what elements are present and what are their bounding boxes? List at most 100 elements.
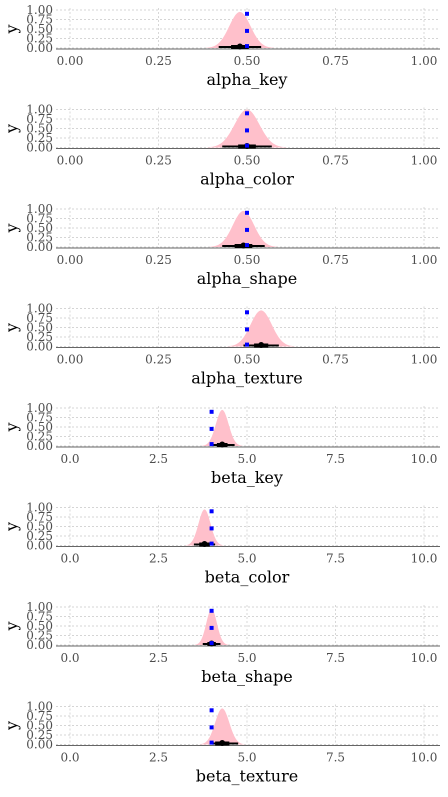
y-tick-label: 0.50 xyxy=(26,619,53,633)
x-tick-label: 10.0 xyxy=(411,452,438,466)
y-axis-title: y xyxy=(2,323,21,333)
x-tick-label: 7.5 xyxy=(326,651,345,665)
y-tick-label: 0.00 xyxy=(26,539,53,553)
x-tick-label: 0.75 xyxy=(322,54,349,68)
panel-alpha-texture: 0.000.250.500.751.000.00 0.25 0.50 0.75 1.00… xyxy=(2,302,440,388)
y-tick-label: 0.25 xyxy=(26,430,53,444)
y-tick-label: 1.00 xyxy=(26,302,53,316)
x-tick-label: 0.0 xyxy=(60,452,79,466)
x-tick-label: 0.00 xyxy=(57,154,84,168)
marker-point xyxy=(209,625,214,630)
marker-point xyxy=(245,327,249,332)
marker-point xyxy=(245,227,249,232)
y-tick-label: 0.25 xyxy=(26,330,53,344)
y-tick-label: 0.50 xyxy=(26,221,53,235)
y-tick-label: 0.50 xyxy=(26,321,53,335)
y-tick-label: 0.25 xyxy=(26,629,53,643)
y-tick-label: 1.00 xyxy=(26,202,53,216)
y-tick-label: 0.75 xyxy=(26,709,53,723)
y-tick-label: 0.00 xyxy=(26,439,53,453)
x-tick-label: 0.75 xyxy=(322,253,349,267)
x-tick-label: 0.00 xyxy=(57,54,84,68)
y-tick-label: 0.00 xyxy=(26,738,53,752)
marker-point xyxy=(209,541,214,546)
x-tick-label: 0.0 xyxy=(60,552,79,566)
marker-point xyxy=(245,342,249,347)
marker-point xyxy=(245,143,249,148)
y-tick-label: 0.75 xyxy=(26,610,53,624)
x-tick-label: 0.25 xyxy=(145,54,172,68)
panel-alpha-key: 0.000.250.500.751.000.00 0.25 0.50 0.75 1.00… xyxy=(2,3,440,89)
interval-point xyxy=(236,43,243,50)
x-axis-title: beta_key xyxy=(211,468,283,487)
y-tick-label: 0.75 xyxy=(26,311,53,325)
interval-point xyxy=(219,740,226,746)
x-tick-label: 2.5 xyxy=(149,751,168,765)
x-axis-title: beta_texture xyxy=(196,767,298,786)
y-tick-label: 1.00 xyxy=(26,501,53,515)
x-axis-title: beta_shape xyxy=(201,667,292,686)
marker-point xyxy=(209,409,214,414)
y-tick-label: 0.50 xyxy=(26,420,53,434)
x-tick-label: 0.25 xyxy=(145,154,172,168)
x-tick-label: 0.0 xyxy=(60,651,79,665)
marker-point xyxy=(209,641,214,646)
x-tick-label: 1.00 xyxy=(411,54,438,68)
y-tick-label: 0.50 xyxy=(26,122,53,136)
x-axis-title: alpha_shape xyxy=(197,269,298,288)
marker-point xyxy=(209,426,214,431)
y-tick-label: 0.25 xyxy=(26,728,53,742)
y-axis-title: y xyxy=(2,621,21,631)
x-tick-label: 1.00 xyxy=(411,253,438,267)
marker-point xyxy=(245,128,249,133)
x-tick-label: 0.0 xyxy=(60,751,79,765)
x-tick-label: 0.00 xyxy=(57,253,84,267)
x-tick-label: 0.25 xyxy=(145,253,172,267)
x-tick-label: 5.0 xyxy=(237,452,256,466)
y-tick-label: 0.25 xyxy=(26,32,53,46)
marker-point xyxy=(245,111,249,116)
panel-beta-texture: 0.000.250.500.751.00 0.0 2.5 5.0 7.5 10.0 y bet… xyxy=(2,700,440,786)
y-axis-title: y xyxy=(2,522,21,532)
y-axis-title: y xyxy=(2,24,21,34)
y-axis-title: y xyxy=(2,721,21,731)
y-tick-label: 0.50 xyxy=(26,22,53,36)
x-tick-label: 7.5 xyxy=(326,552,345,566)
y-tick-label: 0.00 xyxy=(26,141,53,155)
interval-point xyxy=(219,441,226,448)
x-tick-label: 1.00 xyxy=(411,154,438,168)
x-tick-label: 1.00 xyxy=(411,353,438,367)
x-tick-label: 10.0 xyxy=(411,651,438,665)
marker-point xyxy=(209,708,214,713)
y-tick-label: 0.75 xyxy=(26,112,53,126)
y-tick-label: 0.25 xyxy=(26,529,53,543)
marker-point xyxy=(209,608,214,613)
panel-beta-key: 0.000.250.500.751.00 0.0 2.5 5.0 7.5 10.0 y bet… xyxy=(2,401,440,487)
x-tick-label: 7.5 xyxy=(326,452,345,466)
y-tick-label: 1.00 xyxy=(26,3,53,17)
marker-point xyxy=(245,243,249,248)
x-axis-title: alpha_texture xyxy=(191,369,303,388)
y-axis-title: y xyxy=(2,223,21,233)
x-tick-label: 5.0 xyxy=(237,751,256,765)
x-tick-label: 0.75 xyxy=(322,154,349,168)
y-tick-label: 1.00 xyxy=(26,600,53,614)
panel-alpha-shape: 0.000.250.500.751.000.00 0.25 0.50 0.75 1.00… xyxy=(2,202,440,288)
x-axis-title: alpha_color xyxy=(200,170,294,189)
x-tick-label: 10.0 xyxy=(411,751,438,765)
x-tick-label: 0.00 xyxy=(57,353,84,367)
density-area xyxy=(227,310,296,347)
y-tick-label: 0.75 xyxy=(26,510,53,524)
density-area xyxy=(185,509,224,546)
y-tick-label: 0.25 xyxy=(26,131,53,145)
marker-point xyxy=(209,526,214,531)
x-tick-label: 0.25 xyxy=(145,353,172,367)
x-tick-label: 0.50 xyxy=(234,253,261,267)
y-tick-label: 0.50 xyxy=(26,719,53,733)
x-tick-label: 2.5 xyxy=(149,552,168,566)
density-area xyxy=(209,210,278,247)
marker-point xyxy=(245,310,249,315)
y-tick-label: 0.00 xyxy=(26,41,53,55)
y-tick-label: 0.00 xyxy=(26,638,53,652)
marker-point xyxy=(245,44,249,49)
